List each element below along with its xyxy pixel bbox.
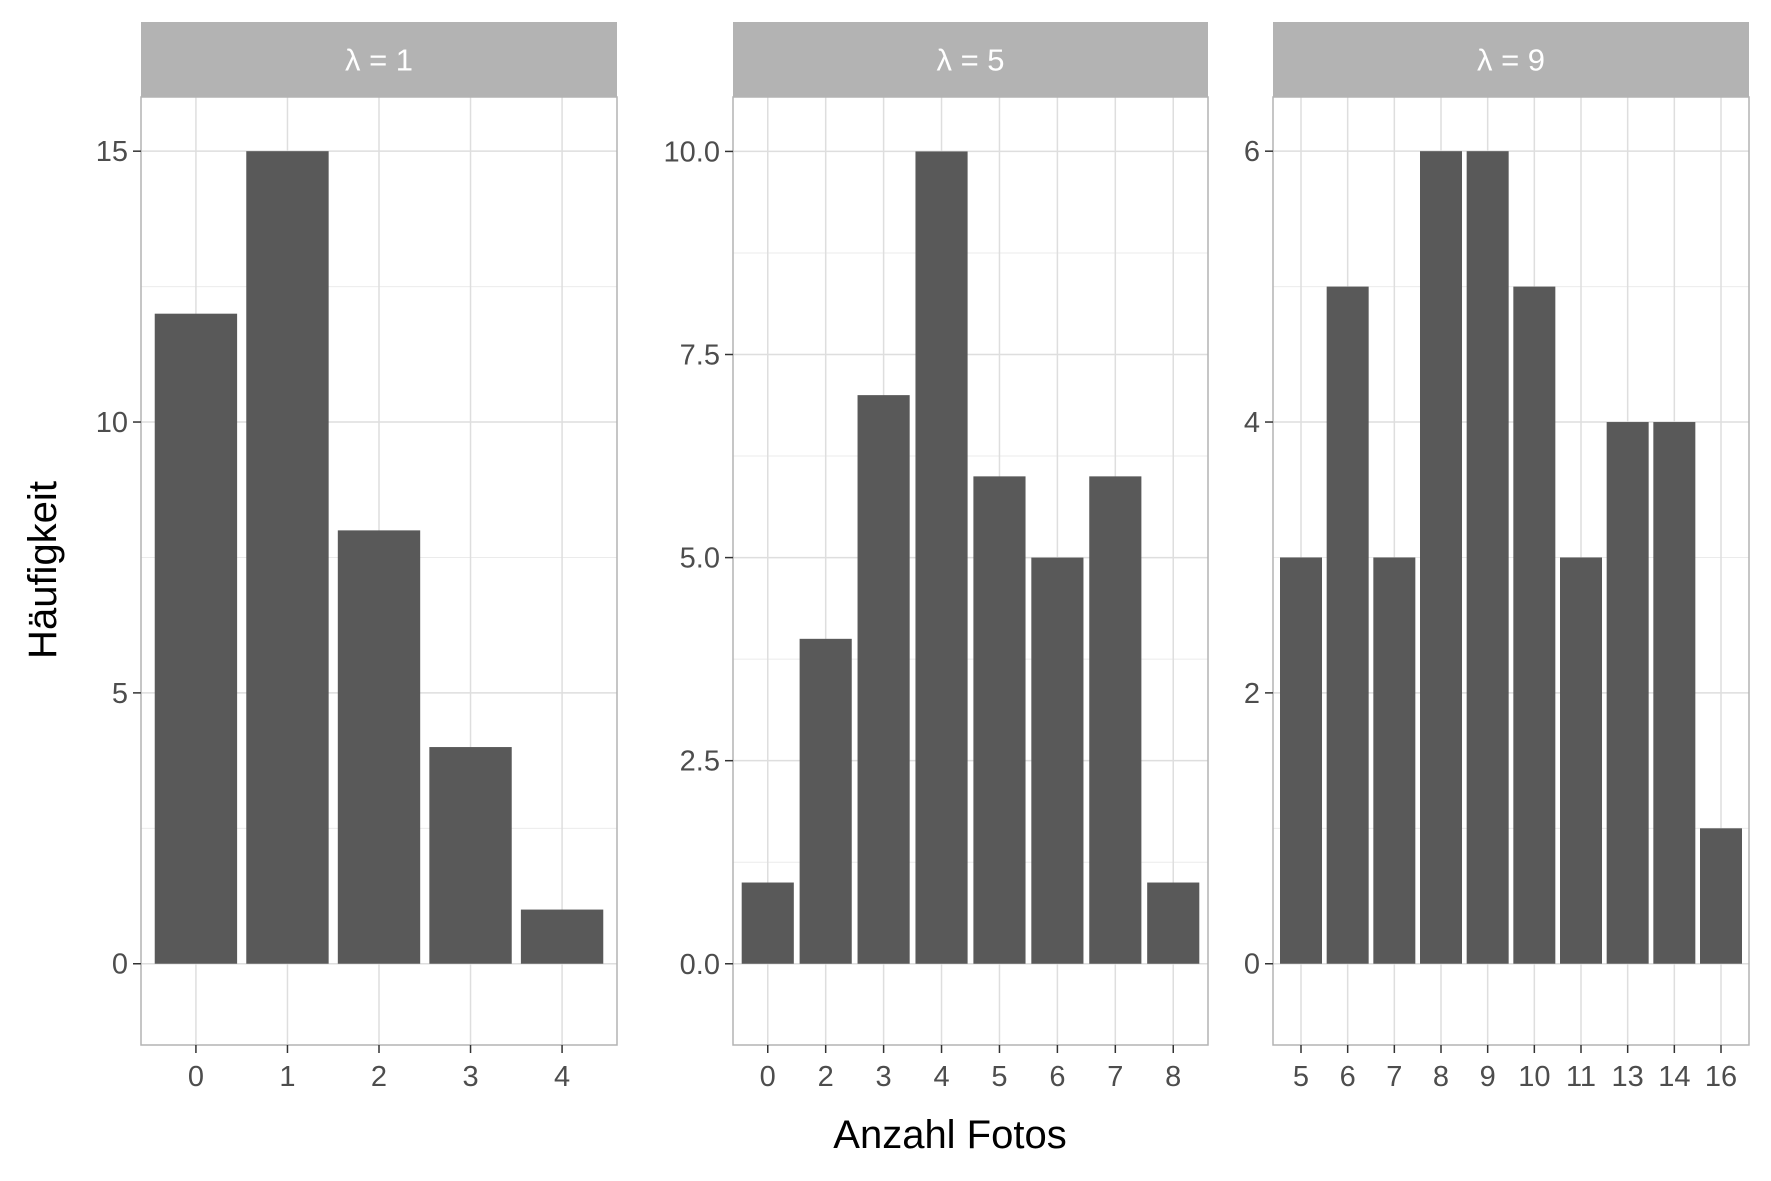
facet-strip	[1273, 22, 1749, 97]
bar	[1031, 557, 1084, 964]
y-tick-label: 10.0	[664, 136, 720, 168]
bar	[1560, 557, 1602, 964]
panel-border	[1272, 96, 1750, 1046]
bar	[1513, 286, 1556, 964]
facet-panel: λ = 1 0 5 10 15 0 1 2 3 4	[96, 22, 618, 1093]
bar	[154, 313, 238, 964]
x-tick-label: 11	[1566, 1061, 1596, 1093]
facet-panel: λ = 5 0.0 2.5 5.0 7.5 10.0 0 2 3 4 5 6 7 8	[664, 22, 1209, 1093]
bar	[1466, 151, 1509, 964]
bar	[520, 909, 604, 964]
x-tick-label: 8	[1433, 1061, 1449, 1093]
bar	[799, 638, 852, 964]
y-tick-label: 4	[1244, 407, 1260, 439]
bar	[1700, 828, 1742, 964]
y-tick-label: 10	[96, 407, 128, 439]
x-tick-label: 14	[1658, 1061, 1690, 1093]
x-tick-label: 5	[1293, 1061, 1309, 1093]
bar	[741, 882, 794, 964]
facet-strip-label: λ = 9	[1477, 43, 1545, 78]
x-axis-title: Anzahl Fotos	[833, 1113, 1066, 1157]
y-tick-label: 2.5	[680, 746, 720, 778]
bar	[337, 530, 421, 964]
x-tick-label: 1	[279, 1061, 295, 1093]
y-tick-label: 7.5	[680, 340, 720, 372]
bar	[915, 151, 968, 964]
bar	[1373, 557, 1416, 964]
bar	[429, 747, 512, 964]
x-tick-label: 8	[1165, 1061, 1181, 1093]
facet-strip	[141, 22, 617, 97]
y-tick-label: 0	[112, 949, 128, 981]
facet-strip-label: λ = 5	[936, 43, 1004, 78]
facet-panels: λ = 1 0 5 10 15 0 1 2 3 4 λ = 5 0.0 2.5 5.0 7.5 10.0 0 2 3…	[96, 22, 1750, 1093]
y-tick-label: 6	[1244, 136, 1260, 168]
facet-strip-label: λ = 1	[345, 43, 413, 78]
bar	[246, 151, 329, 964]
x-tick-label: 0	[760, 1061, 776, 1093]
bar	[1653, 422, 1696, 964]
x-tick-label: 13	[1612, 1061, 1644, 1093]
x-tick-label: 3	[876, 1061, 892, 1093]
bar	[1280, 557, 1322, 964]
x-tick-label: 9	[1480, 1061, 1496, 1093]
x-tick-label: 4	[554, 1061, 570, 1093]
x-tick-label: 7	[1107, 1061, 1123, 1093]
x-tick-label: 3	[462, 1061, 478, 1093]
bar	[1420, 151, 1462, 964]
y-tick-label: 5	[112, 678, 128, 710]
x-tick-label: 6	[1049, 1061, 1065, 1093]
panel-border	[732, 96, 1209, 1046]
y-tick-label: 5.0	[680, 543, 720, 575]
bar	[973, 476, 1026, 964]
x-tick-label: 16	[1705, 1061, 1737, 1093]
bar	[1147, 882, 1200, 964]
y-tick-label: 2	[1244, 678, 1260, 710]
y-tick-label: 15	[96, 136, 128, 168]
x-tick-label: 6	[1340, 1061, 1356, 1093]
y-tick-label: 0.0	[680, 949, 720, 981]
x-tick-label: 10	[1518, 1061, 1550, 1093]
bar	[1606, 422, 1649, 964]
x-tick-label: 0	[188, 1061, 204, 1093]
bar	[857, 395, 910, 964]
bar	[1326, 286, 1369, 964]
x-tick-label: 7	[1386, 1061, 1402, 1093]
x-tick-label: 2	[371, 1061, 387, 1093]
y-axis-title: Häufigkeit	[21, 481, 65, 659]
x-tick-label: 2	[818, 1061, 834, 1093]
x-tick-label: 5	[991, 1061, 1007, 1093]
y-tick-label: 0	[1244, 949, 1260, 981]
facet-strip	[733, 22, 1208, 97]
x-tick-label: 4	[933, 1061, 949, 1093]
bar	[1089, 476, 1142, 964]
